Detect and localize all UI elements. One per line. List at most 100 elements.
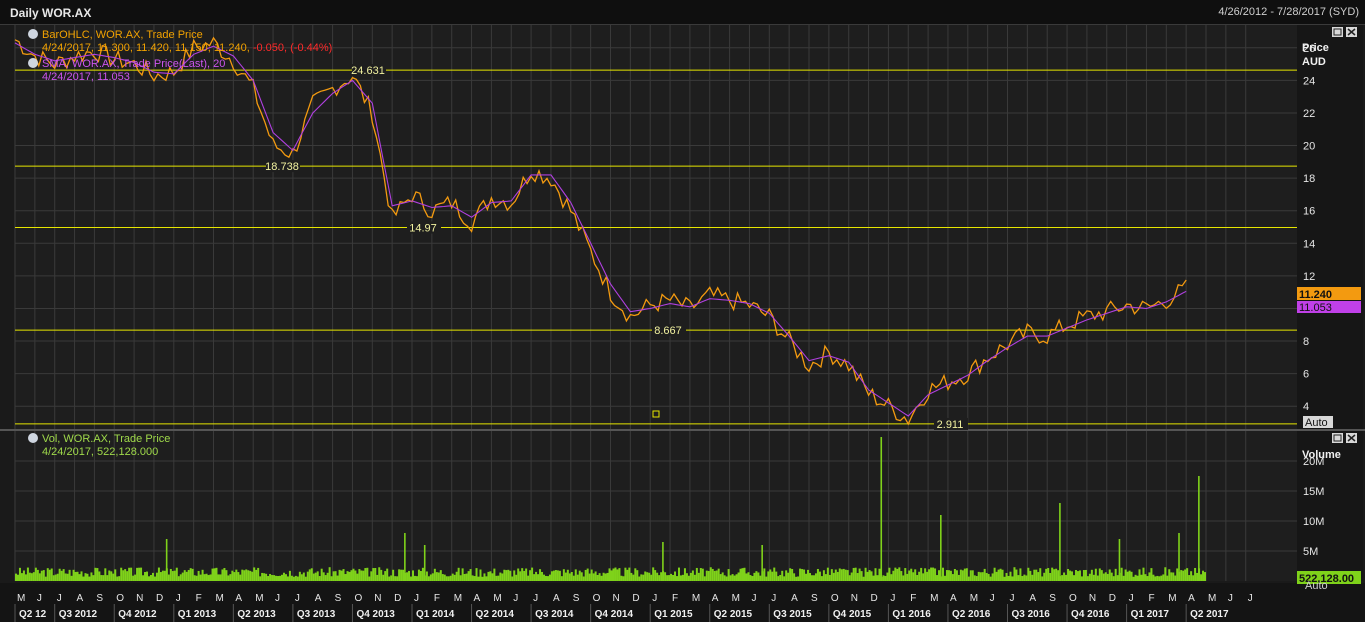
volume-bar <box>844 569 847 581</box>
volume-bar <box>340 570 343 581</box>
volume-bar <box>447 576 450 581</box>
volume-bar <box>489 571 492 581</box>
volume-auto-label: Auto <box>1305 580 1328 592</box>
volume-bar <box>227 575 230 581</box>
volume-bar <box>376 574 379 581</box>
level-lines: 24.631 18.738 14.97 8.667 2.911 <box>15 64 1297 431</box>
volume-bar <box>836 571 839 581</box>
volume-bar <box>1154 576 1157 581</box>
volume-bar <box>251 571 254 581</box>
month-tick-label: D <box>871 593 878 604</box>
volume-bar <box>554 570 557 581</box>
volume-bar <box>318 576 321 581</box>
volume-bar <box>535 571 538 581</box>
volume-bar <box>584 569 587 581</box>
maximize-icon <box>1333 28 1342 36</box>
volume-bar <box>876 575 879 581</box>
volume-bar <box>225 570 228 581</box>
volume-bar <box>54 574 57 581</box>
month-tick-label: J <box>990 593 995 604</box>
price-auto-button[interactable] <box>1303 416 1333 428</box>
volume-bar <box>574 569 577 581</box>
volume-bar <box>521 568 524 581</box>
volume-bar <box>543 574 546 581</box>
volume-bar <box>439 570 442 581</box>
month-tick-label: F <box>196 593 202 604</box>
volume-bar <box>598 573 601 581</box>
volume-bar <box>834 569 837 581</box>
volume-bar <box>1082 570 1085 581</box>
volume-bar <box>241 569 244 581</box>
volume-bar <box>40 570 43 581</box>
volume-bar <box>1138 569 1141 581</box>
volume-bar <box>1180 570 1183 581</box>
volume-bar <box>687 575 690 581</box>
month-tick-label: A <box>474 593 481 604</box>
volume-bar <box>922 573 925 581</box>
volume-bar <box>918 571 921 581</box>
volume-bar <box>338 569 341 581</box>
volume-bar <box>717 568 720 581</box>
volume-bar <box>372 568 375 581</box>
volume-bar <box>427 576 430 581</box>
volume-bar <box>572 575 575 581</box>
legend-clock-icon[interactable] <box>28 58 38 68</box>
month-tick-label: M <box>970 593 978 604</box>
volume-bar <box>920 567 923 581</box>
volume-bar <box>670 573 673 581</box>
volume-bar <box>612 568 615 581</box>
volume-bars <box>15 437 1207 581</box>
volume-bar <box>955 570 958 581</box>
volume-bar <box>1045 568 1048 581</box>
last-sma-label: 11.053 <box>1299 302 1332 314</box>
price-tick-label: 14 <box>1303 238 1315 250</box>
volume-bar <box>771 571 774 581</box>
month-tick-label: M <box>17 593 25 604</box>
volume-bar <box>928 569 931 581</box>
legend-clock-icon[interactable] <box>28 29 38 39</box>
volume-bar <box>191 568 194 581</box>
volume-bar <box>783 576 786 581</box>
volume-bar <box>1130 571 1133 581</box>
volume-bar <box>537 574 540 581</box>
volume-bar <box>721 572 724 581</box>
quarter-tick-label: Q1 2015 <box>654 609 693 620</box>
volume-bar <box>610 570 613 581</box>
level-anchor-handle[interactable] <box>652 410 660 418</box>
volume-bar <box>666 575 669 581</box>
volume-bar <box>1186 568 1189 581</box>
volume-bar <box>729 575 732 581</box>
volume-bar <box>622 576 625 581</box>
volume-bar <box>392 569 395 581</box>
price-tick-label: 4 <box>1303 401 1309 413</box>
legend-clock-icon[interactable] <box>28 433 38 443</box>
volume-bar <box>157 567 160 581</box>
volume-maximize-button[interactable] <box>1332 433 1343 443</box>
volume-bar <box>282 572 285 581</box>
volume-bar <box>795 576 798 581</box>
volume-bar <box>130 567 133 581</box>
volume-bar <box>62 569 65 581</box>
volume-bar <box>588 573 591 581</box>
volume-bar <box>316 571 319 581</box>
volume-bar <box>66 573 69 581</box>
price-legend: BarOHLC, WOR.AX, Trade Price 4/24/2017, … <box>28 29 332 83</box>
volume-bar <box>459 575 462 581</box>
volume-bar <box>263 573 266 581</box>
volume-bar <box>1146 576 1149 581</box>
volume-bar <box>1106 573 1109 581</box>
volume-bar <box>1021 575 1024 581</box>
volume-bar <box>312 573 315 581</box>
volume-bar <box>471 575 474 581</box>
volume-bar <box>1055 568 1058 581</box>
volume-bar <box>435 572 438 581</box>
volume-bar <box>64 573 67 581</box>
volume-bar <box>828 574 831 581</box>
volume-bar <box>539 569 542 581</box>
price-maximize-button[interactable] <box>1332 27 1343 37</box>
volume-bar <box>664 572 667 581</box>
volume-bar <box>703 576 706 581</box>
volume-axis-title: Volume <box>1302 449 1341 461</box>
volume-bar <box>932 567 935 581</box>
volume-bar <box>1192 575 1195 581</box>
